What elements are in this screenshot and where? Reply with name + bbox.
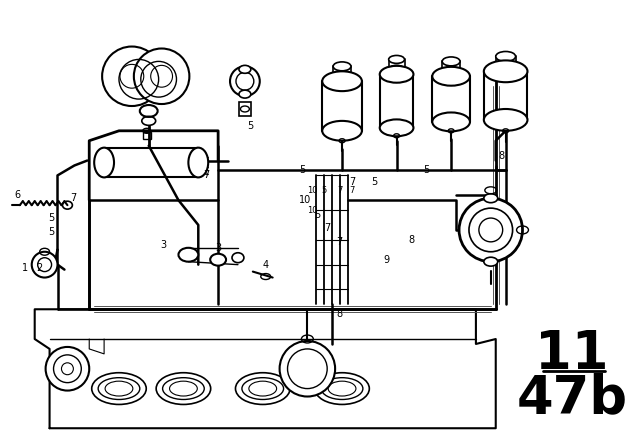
Text: 3: 3	[161, 240, 166, 250]
Text: 8: 8	[336, 309, 342, 319]
Text: 1: 1	[22, 263, 28, 273]
Ellipse shape	[236, 373, 290, 405]
Text: 5: 5	[321, 186, 327, 195]
Circle shape	[32, 252, 58, 278]
Ellipse shape	[380, 120, 413, 136]
Text: 5: 5	[247, 121, 253, 131]
Text: 11: 11	[535, 328, 609, 380]
Text: 9: 9	[383, 255, 390, 265]
Ellipse shape	[484, 194, 498, 202]
Ellipse shape	[315, 373, 369, 405]
Text: 7: 7	[324, 223, 330, 233]
Circle shape	[459, 198, 522, 262]
Ellipse shape	[210, 254, 226, 266]
Text: 10: 10	[300, 195, 312, 205]
Ellipse shape	[239, 90, 251, 98]
Text: 5: 5	[48, 213, 54, 223]
Text: 2: 2	[36, 263, 43, 273]
Ellipse shape	[242, 378, 284, 400]
Circle shape	[45, 347, 89, 391]
Ellipse shape	[232, 253, 244, 263]
Ellipse shape	[140, 105, 157, 117]
Text: 8: 8	[408, 235, 415, 245]
Text: 10: 10	[307, 206, 317, 215]
Text: 5: 5	[48, 227, 54, 237]
Ellipse shape	[163, 378, 204, 400]
Text: 7: 7	[349, 177, 355, 187]
Ellipse shape	[179, 248, 198, 262]
Ellipse shape	[333, 62, 351, 71]
Text: 10: 10	[307, 186, 317, 195]
Text: 5: 5	[372, 177, 378, 187]
Text: 5: 5	[300, 165, 305, 176]
Circle shape	[134, 48, 189, 104]
Ellipse shape	[322, 71, 362, 91]
Text: 7: 7	[336, 237, 342, 247]
Ellipse shape	[388, 65, 404, 73]
Ellipse shape	[484, 257, 498, 266]
Ellipse shape	[239, 65, 251, 73]
Text: 5: 5	[314, 210, 321, 220]
Ellipse shape	[92, 373, 147, 405]
Ellipse shape	[388, 56, 404, 63]
Text: 7: 7	[349, 186, 355, 195]
Ellipse shape	[321, 378, 363, 400]
Bar	[239, 102, 251, 116]
Text: 47b: 47b	[516, 372, 628, 425]
Text: 3: 3	[215, 243, 221, 253]
Ellipse shape	[496, 61, 516, 71]
Ellipse shape	[442, 67, 460, 76]
Ellipse shape	[322, 121, 362, 141]
Text: 7: 7	[337, 186, 343, 195]
Ellipse shape	[432, 112, 470, 131]
Circle shape	[102, 47, 162, 106]
Ellipse shape	[188, 148, 208, 177]
Text: 5: 5	[423, 165, 429, 176]
Text: 4: 4	[262, 260, 269, 270]
Ellipse shape	[442, 57, 460, 66]
Ellipse shape	[333, 72, 351, 81]
Ellipse shape	[496, 52, 516, 61]
Circle shape	[280, 341, 335, 396]
Circle shape	[230, 66, 260, 96]
Ellipse shape	[484, 109, 527, 131]
Ellipse shape	[484, 60, 527, 82]
Bar	[143, 132, 150, 139]
Ellipse shape	[98, 378, 140, 400]
Text: 7: 7	[203, 170, 209, 181]
Ellipse shape	[432, 67, 470, 86]
Ellipse shape	[380, 66, 413, 83]
Ellipse shape	[94, 148, 114, 177]
Text: 7: 7	[70, 193, 76, 203]
Ellipse shape	[156, 373, 211, 405]
Text: 6: 6	[15, 190, 21, 200]
Text: 8: 8	[499, 151, 505, 160]
